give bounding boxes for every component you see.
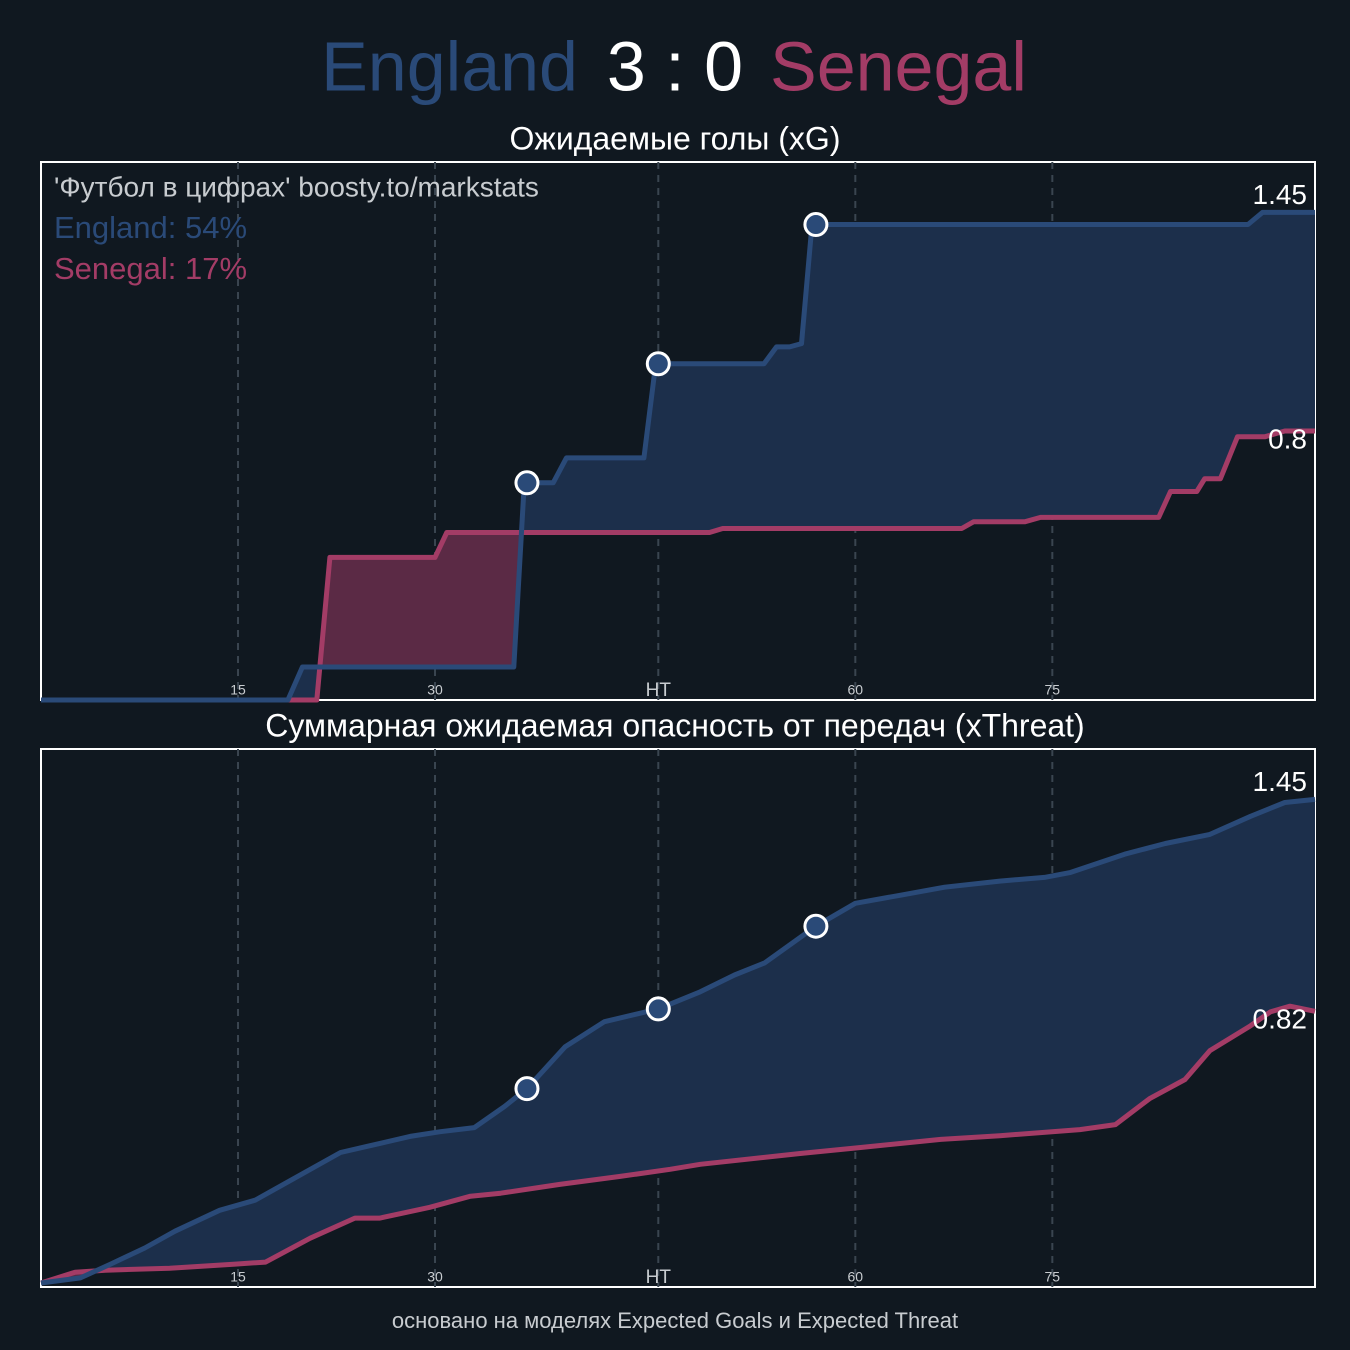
legend-entry: England: 54%	[54, 210, 247, 245]
legend-entry: Senegal: 17%	[54, 251, 247, 286]
x-tick-label: 75	[1045, 682, 1061, 698]
series-line	[40, 1003, 1316, 1286]
goal-marker	[803, 913, 829, 939]
goal-marker	[645, 996, 671, 1022]
goal-marker	[514, 470, 540, 496]
area-fill-home	[41, 799, 1315, 1283]
end-label: 1.45	[1253, 766, 1308, 797]
x-tick-label: 30	[427, 1269, 443, 1285]
watermark: 'Футбол в цифрах' boosty.to/markstats	[54, 171, 539, 202]
away-team: Senegal	[770, 27, 1027, 105]
score: 3 : 0	[607, 27, 743, 105]
x-tick-label: HT	[646, 680, 672, 701]
goal-marker	[803, 212, 829, 238]
chart-title: Суммарная ожидаемая опасность от передач…	[265, 707, 1084, 743]
x-tick-label: 60	[848, 1269, 864, 1285]
x-tick-label: 15	[230, 682, 246, 698]
series-line	[41, 428, 1315, 703]
series-line	[40, 796, 1316, 1286]
x-tick-label: 30	[427, 682, 443, 698]
x-tick-label: 15	[230, 1269, 246, 1285]
end-label: 0.8	[1268, 423, 1307, 454]
x-tick-label: 75	[1045, 1269, 1061, 1285]
home-team: England	[321, 27, 578, 105]
chart-title: Ожидаемые голы (xG)	[510, 120, 841, 156]
end-label: 0.82	[1253, 1004, 1308, 1035]
goal-marker	[514, 1076, 540, 1102]
x-tick-label: 60	[848, 682, 864, 698]
x-tick-label: HT	[646, 1267, 672, 1288]
goal-marker	[645, 351, 671, 377]
end-label: 1.45	[1253, 179, 1308, 210]
footer: основано на моделях Expected Goals и Exp…	[392, 1308, 958, 1333]
